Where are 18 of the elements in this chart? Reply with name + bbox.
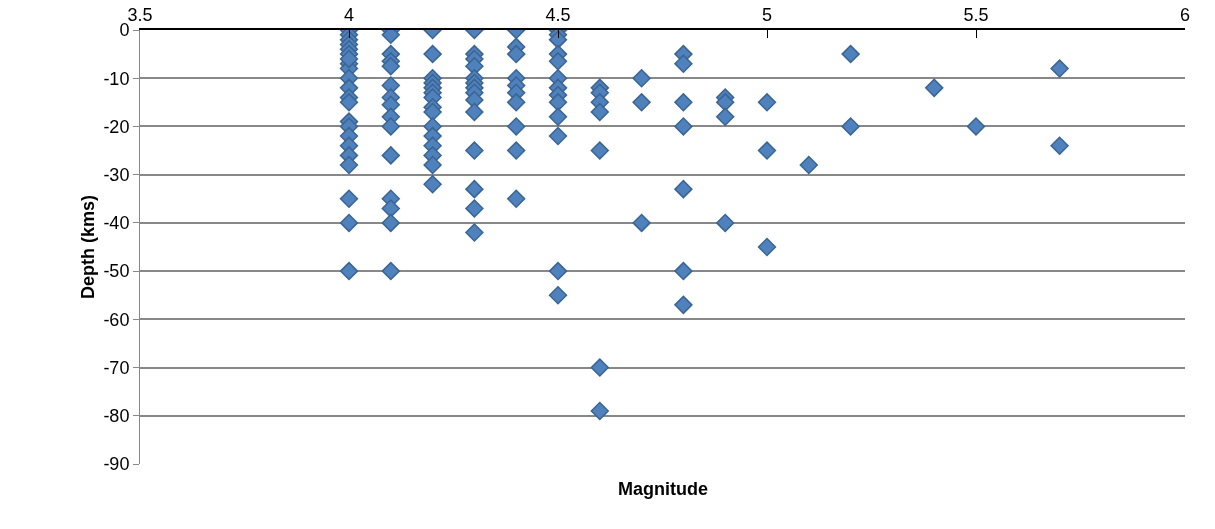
x-axis-title: Magnitude <box>618 479 708 499</box>
x-tick-label: 6 <box>1179 4 1191 25</box>
y-tick-label: -10 <box>103 68 130 89</box>
y-tick-label: -90 <box>103 454 130 475</box>
y-tick-label: -20 <box>103 116 130 137</box>
y-tick-label: -80 <box>103 406 130 427</box>
y-tick-label: -50 <box>103 261 130 282</box>
y-axis-title: Depth (kms) <box>78 194 98 300</box>
x-tick-label: 4.5 <box>545 4 571 25</box>
y-tick-label: -40 <box>103 213 130 234</box>
y-tick-label: 0 <box>119 20 130 41</box>
y-tick-label: -70 <box>103 357 130 378</box>
y-tick-label: -60 <box>103 309 130 330</box>
x-tick-label: 5 <box>761 4 773 25</box>
x-tick-label: 3.5 <box>127 4 153 25</box>
x-tick-label: 4 <box>343 4 355 25</box>
y-tick-label: -30 <box>103 164 130 185</box>
x-tick-label: 5.5 <box>963 4 989 25</box>
